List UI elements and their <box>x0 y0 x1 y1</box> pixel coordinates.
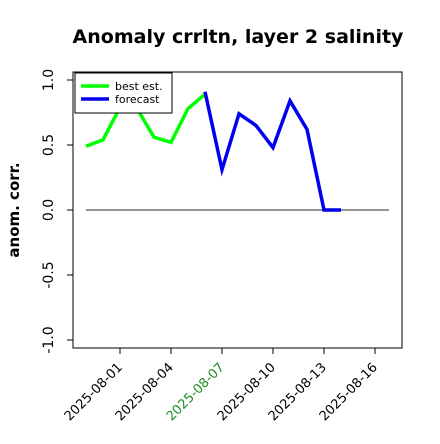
y-tick-label: -1.0 <box>41 326 57 353</box>
series-line-best-est <box>85 92 207 148</box>
chart-title: Anomaly crrltn, layer 2 salinity <box>72 26 404 48</box>
y-tick-label: 1.0 <box>41 69 57 91</box>
y-tick-label: -0.5 <box>41 261 57 288</box>
series-line-forecast <box>203 91 341 212</box>
legend-box <box>74 72 173 114</box>
legend-label: forecast <box>115 93 160 106</box>
y-tick-label: 0.5 <box>41 134 57 156</box>
y-axis-label: anom. corr. <box>5 162 23 258</box>
legend-label: best est. <box>115 80 163 93</box>
y-tick-label: 0.0 <box>41 199 57 221</box>
